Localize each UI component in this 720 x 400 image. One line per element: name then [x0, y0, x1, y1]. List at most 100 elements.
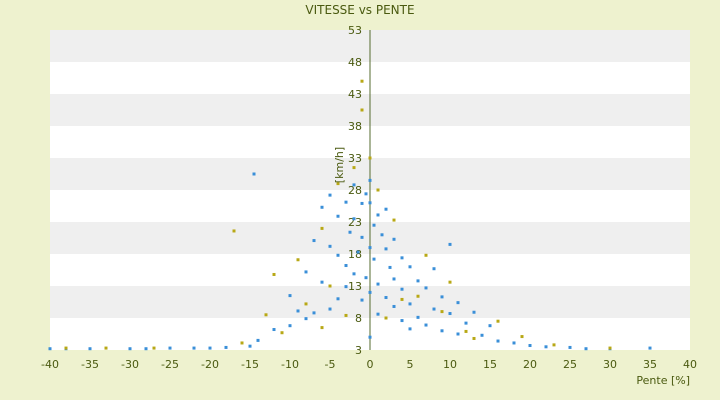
- data-point: [400, 256, 404, 260]
- data-point: [168, 346, 172, 350]
- data-point: [368, 156, 372, 160]
- data-point: [448, 312, 452, 316]
- data-point: [372, 257, 376, 261]
- x-tick-label: 35: [643, 358, 657, 371]
- y-tick-label: 3: [355, 344, 362, 357]
- data-point: [320, 226, 324, 230]
- x-tick-label: 40: [683, 358, 697, 371]
- data-point: [360, 298, 364, 302]
- chart-title: VITESSE vs PENTE: [305, 3, 414, 17]
- x-tick-label: -10: [281, 358, 299, 371]
- data-point: [64, 346, 68, 350]
- data-point: [376, 312, 380, 316]
- data-point: [400, 319, 404, 323]
- data-points: [48, 79, 652, 351]
- data-point: [128, 347, 132, 351]
- data-point: [416, 315, 420, 319]
- x-tick-label: 10: [443, 358, 457, 371]
- x-tick-label: 15: [483, 358, 497, 371]
- data-point: [256, 338, 260, 342]
- x-tick-label: -40: [41, 358, 59, 371]
- data-point: [584, 347, 588, 351]
- data-point: [232, 229, 236, 233]
- data-point: [272, 328, 276, 332]
- data-point: [416, 294, 420, 298]
- data-point: [568, 345, 572, 349]
- data-point: [152, 346, 156, 350]
- data-point: [464, 329, 468, 333]
- data-point: [320, 205, 324, 209]
- data-point: [488, 324, 492, 328]
- x-tick-label: -30: [121, 358, 139, 371]
- x-tick-label: -5: [325, 358, 336, 371]
- data-point: [372, 223, 376, 227]
- data-point: [368, 178, 372, 182]
- data-point: [440, 329, 444, 333]
- data-point: [288, 294, 292, 298]
- data-point: [400, 297, 404, 301]
- data-point: [224, 345, 228, 349]
- data-point: [336, 253, 340, 257]
- x-tick-label: 20: [523, 358, 537, 371]
- x-axis-ticks: -40 -35 -30 -25 -20 -15 -10 -5 0 5 10 15 20 25 30 35 40: [41, 358, 697, 371]
- data-point: [384, 316, 388, 320]
- data-point: [388, 265, 392, 269]
- data-point: [360, 108, 364, 112]
- data-point: [360, 201, 364, 205]
- data-point: [272, 272, 276, 276]
- data-point: [392, 277, 396, 281]
- data-point: [344, 264, 348, 268]
- data-point: [384, 207, 388, 211]
- data-point: [392, 304, 396, 308]
- data-point: [368, 201, 372, 205]
- data-point: [208, 346, 212, 350]
- data-point: [440, 310, 444, 314]
- data-point: [408, 327, 412, 331]
- data-point: [472, 336, 476, 340]
- data-point: [352, 272, 356, 276]
- data-point: [368, 290, 372, 294]
- data-point: [464, 321, 468, 325]
- data-point: [376, 282, 380, 286]
- x-tick-label: 0: [367, 358, 374, 371]
- x-tick-label: 30: [603, 358, 617, 371]
- y-tick-label: 23: [348, 216, 362, 229]
- data-point: [328, 193, 332, 197]
- x-tick-label: 25: [563, 358, 577, 371]
- data-point: [320, 326, 324, 330]
- data-point: [384, 296, 388, 300]
- y-tick-label: 28: [348, 184, 362, 197]
- data-point: [344, 285, 348, 289]
- data-point: [352, 166, 356, 170]
- data-point: [304, 302, 308, 306]
- data-point: [448, 280, 452, 284]
- data-point: [376, 213, 380, 217]
- data-point: [456, 332, 460, 336]
- data-point: [312, 239, 316, 243]
- y-tick-label: 13: [348, 280, 362, 293]
- data-point: [528, 344, 532, 348]
- data-point: [304, 317, 308, 321]
- data-point: [392, 237, 396, 241]
- data-point: [344, 313, 348, 317]
- data-point: [368, 335, 372, 339]
- data-point: [496, 339, 500, 343]
- y-tick-label: 33: [348, 152, 362, 165]
- data-point: [296, 309, 300, 313]
- data-point: [552, 343, 556, 347]
- data-point: [432, 307, 436, 311]
- x-tick-label: -25: [161, 358, 179, 371]
- data-point: [280, 331, 284, 335]
- y-tick-label: 53: [348, 24, 362, 37]
- data-point: [440, 295, 444, 299]
- data-point: [252, 172, 256, 176]
- data-point: [472, 310, 476, 314]
- data-point: [364, 192, 368, 196]
- data-point: [264, 313, 268, 317]
- data-point: [496, 319, 500, 323]
- data-point: [356, 250, 360, 254]
- data-point: [304, 270, 308, 274]
- data-point: [520, 335, 524, 339]
- data-point: [248, 344, 252, 348]
